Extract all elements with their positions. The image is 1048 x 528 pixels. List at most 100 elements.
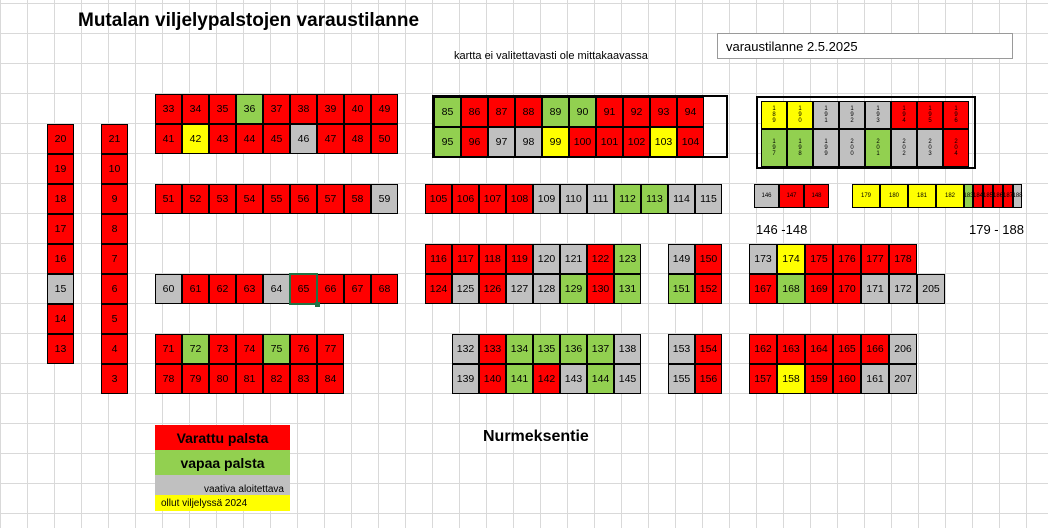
plot-164[interactable]: 164: [805, 334, 833, 364]
plot-6[interactable]: 6: [101, 274, 128, 304]
plot-191[interactable]: 1 9 1: [813, 101, 839, 129]
plot-88[interactable]: 88: [515, 97, 542, 127]
plot-149[interactable]: 149: [668, 244, 695, 274]
plot-167[interactable]: 167: [749, 274, 777, 304]
plot-118[interactable]: 118: [479, 244, 506, 274]
plot-131[interactable]: 131: [614, 274, 641, 304]
plot-206[interactable]: 206: [889, 334, 917, 364]
plot-154[interactable]: 154: [695, 334, 722, 364]
plot-108[interactable]: 108: [506, 184, 533, 214]
plot-173[interactable]: 173: [749, 244, 777, 274]
plot-53[interactable]: 53: [209, 184, 236, 214]
plot-52[interactable]: 52: [182, 184, 209, 214]
plot-117[interactable]: 117: [452, 244, 479, 274]
plot-188[interactable]: 188: [1013, 184, 1023, 208]
plot-13[interactable]: 13: [47, 334, 74, 364]
plot-66[interactable]: 66: [317, 274, 344, 304]
plot-134[interactable]: 134: [506, 334, 533, 364]
plot-184[interactable]: 184: [973, 184, 983, 208]
plot-51[interactable]: 51: [155, 184, 182, 214]
plot-125[interactable]: 125: [452, 274, 479, 304]
plot-37[interactable]: 37: [263, 94, 290, 124]
plot-49[interactable]: 49: [371, 94, 398, 124]
plot-62[interactable]: 62: [209, 274, 236, 304]
plot-103[interactable]: 103: [650, 127, 677, 157]
plot-110[interactable]: 110: [560, 184, 587, 214]
plot-101[interactable]: 101: [596, 127, 623, 157]
plot-46[interactable]: 46: [290, 124, 317, 154]
plot-138[interactable]: 138: [614, 334, 641, 364]
plot-87[interactable]: 87: [488, 97, 515, 127]
plot-123[interactable]: 123: [614, 244, 641, 274]
plot-3[interactable]: 3: [101, 364, 128, 394]
plot-132[interactable]: 132: [452, 334, 479, 364]
plot-161[interactable]: 161: [861, 364, 889, 394]
plot-8[interactable]: 8: [101, 214, 128, 244]
plot-97[interactable]: 97: [488, 127, 515, 157]
plot-78[interactable]: 78: [155, 364, 182, 394]
plot-148[interactable]: 148: [804, 184, 829, 208]
plot-82[interactable]: 82: [263, 364, 290, 394]
plot-5[interactable]: 5: [101, 304, 128, 334]
plot-7[interactable]: 7: [101, 244, 128, 274]
plot-54[interactable]: 54: [236, 184, 263, 214]
plot-172[interactable]: 172: [889, 274, 917, 304]
plot-147[interactable]: 147: [779, 184, 804, 208]
plot-81[interactable]: 81: [236, 364, 263, 394]
plot-93[interactable]: 93: [650, 97, 677, 127]
plot-150[interactable]: 150: [695, 244, 722, 274]
plot-68[interactable]: 68: [371, 274, 398, 304]
plot-158[interactable]: 158: [777, 364, 805, 394]
plot-192[interactable]: 1 9 2: [839, 101, 865, 129]
plot-151[interactable]: 151: [668, 274, 695, 304]
plot-194[interactable]: 1 9 4: [891, 101, 917, 129]
plot-77[interactable]: 77: [317, 334, 344, 364]
plot-15[interactable]: 15: [47, 274, 74, 304]
plot-136[interactable]: 136: [560, 334, 587, 364]
plot-141[interactable]: 141: [506, 364, 533, 394]
plot-105[interactable]: 105: [425, 184, 452, 214]
plot-174[interactable]: 174: [777, 244, 805, 274]
plot-114[interactable]: 114: [668, 184, 695, 214]
plot-127[interactable]: 127: [506, 274, 533, 304]
plot-178[interactable]: 178: [889, 244, 917, 274]
plot-112[interactable]: 112: [614, 184, 641, 214]
plot-95[interactable]: 95: [434, 127, 461, 157]
plot-159[interactable]: 159: [805, 364, 833, 394]
plot-185[interactable]: 185: [983, 184, 993, 208]
plot-197[interactable]: 1 9 7: [761, 129, 787, 167]
plot-92[interactable]: 92: [623, 97, 650, 127]
plot-140[interactable]: 140: [479, 364, 506, 394]
plot-84[interactable]: 84: [317, 364, 344, 394]
plot-135[interactable]: 135: [533, 334, 560, 364]
plot-153[interactable]: 153: [668, 334, 695, 364]
plot-91[interactable]: 91: [596, 97, 623, 127]
plot-175[interactable]: 175: [805, 244, 833, 274]
plot-189[interactable]: 1 8 9: [761, 101, 787, 129]
plot-83[interactable]: 83: [290, 364, 317, 394]
plot-35[interactable]: 35: [209, 94, 236, 124]
plot-4[interactable]: 4: [101, 334, 128, 364]
plot-104[interactable]: 104: [677, 127, 704, 157]
plot-34[interactable]: 34: [182, 94, 209, 124]
plot-14[interactable]: 14: [47, 304, 74, 334]
plot-116[interactable]: 116: [425, 244, 452, 274]
plot-190[interactable]: 1 9 0: [787, 101, 813, 129]
plot-72[interactable]: 72: [182, 334, 209, 364]
plot-121[interactable]: 121: [560, 244, 587, 274]
plot-63[interactable]: 63: [236, 274, 263, 304]
plot-180[interactable]: 180: [880, 184, 908, 208]
plot-166[interactable]: 166: [861, 334, 889, 364]
plot-168[interactable]: 168: [777, 274, 805, 304]
plot-119[interactable]: 119: [506, 244, 533, 274]
plot-115[interactable]: 115: [695, 184, 722, 214]
plot-129[interactable]: 129: [560, 274, 587, 304]
plot-111[interactable]: 111: [587, 184, 614, 214]
plot-36[interactable]: 36: [236, 94, 263, 124]
plot-75[interactable]: 75: [263, 334, 290, 364]
plot-201[interactable]: 2 0 1: [865, 129, 891, 167]
plot-57[interactable]: 57: [317, 184, 344, 214]
plot-183[interactable]: 183: [964, 184, 974, 208]
plot-179[interactable]: 179: [852, 184, 880, 208]
plot-157[interactable]: 157: [749, 364, 777, 394]
